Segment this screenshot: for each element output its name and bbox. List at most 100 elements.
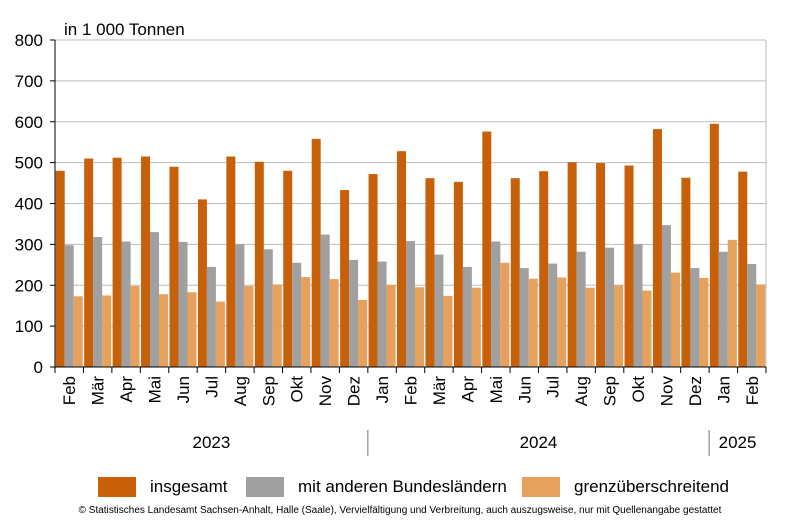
bar-insgesamt — [425, 178, 435, 367]
bar-grenzueberschreitend — [272, 284, 282, 367]
x-tick-label: Sep — [259, 376, 278, 406]
bar-insgesamt — [311, 138, 321, 367]
bar-bundeslaender — [263, 249, 273, 367]
x-tick-label: Sep — [601, 376, 620, 406]
bar-insgesamt — [141, 156, 151, 367]
bar-grenzueberschreitend — [415, 287, 424, 367]
legend-label-grenzueberschreitend: grenzüberschreitend — [574, 477, 729, 496]
bar-insgesamt — [112, 157, 122, 367]
y-tick-label: 500 — [15, 154, 43, 173]
bar-insgesamt — [738, 171, 748, 367]
y-tick-label: 300 — [15, 235, 43, 254]
bar-grenzueberschreitend — [244, 286, 254, 367]
source-footer: © Statistisches Landesamt Sachsen-Anhalt… — [78, 505, 722, 516]
bar-grenzueberschreitend — [187, 292, 197, 367]
bar-bundeslaender — [690, 268, 700, 367]
x-tick-label: Jun — [515, 376, 534, 403]
bars-group — [55, 123, 766, 367]
legend: insgesamt mit anderen Bundesländern gren… — [0, 476, 800, 498]
bar-bundeslaender — [150, 232, 160, 367]
y-tick-label: 100 — [15, 317, 43, 336]
bar-grenzueberschreitend — [670, 272, 680, 367]
bar-bundeslaender — [235, 244, 245, 367]
year-label: 2025 — [719, 433, 757, 452]
bar-insgesamt — [254, 161, 264, 367]
bar-insgesamt — [55, 170, 65, 367]
y-axis-ticks: 0 100 200 300 400 500 600 700 800 — [15, 31, 56, 377]
bar-bundeslaender — [434, 254, 444, 367]
bar-grenzueberschreitend — [102, 295, 112, 367]
bar-insgesamt — [397, 151, 406, 367]
y-tick-label: 200 — [15, 276, 43, 295]
bar-bundeslaender — [576, 251, 586, 367]
x-tick-label: Jan — [373, 376, 392, 403]
bar-insgesamt — [197, 199, 207, 367]
x-tick-label: Mär — [430, 376, 449, 406]
bar-insgesamt — [709, 123, 719, 367]
bar-grenzueberschreitend — [159, 294, 169, 367]
bar-bundeslaender — [605, 247, 615, 367]
bar-grenzueberschreitend — [215, 301, 225, 367]
bar-bundeslaender — [406, 241, 415, 367]
bar-insgesamt — [510, 178, 520, 367]
bar-bundeslaender — [377, 261, 387, 367]
x-tick-label: Feb — [743, 376, 762, 405]
x-tick-label: Jan — [714, 376, 733, 403]
bar-insgesamt — [652, 129, 662, 367]
legend-item-bundeslaender: mit anderen Bundesländern — [246, 476, 507, 498]
bar-grenzueberschreitend — [73, 296, 83, 367]
bar-grenzueberschreitend — [727, 239, 737, 367]
x-tick-label: Aug — [231, 376, 250, 406]
bar-bundeslaender — [519, 268, 529, 367]
bar-grenzueberschreitend — [585, 287, 595, 367]
x-tick-label: Feb — [402, 376, 421, 405]
bar-bundeslaender — [633, 244, 643, 367]
bar-insgesamt — [539, 171, 549, 367]
bar-bundeslaender — [491, 241, 501, 367]
bar-grenzueberschreitend — [301, 277, 311, 367]
bar-grenzueberschreitend — [443, 295, 453, 367]
bar-bundeslaender — [292, 262, 302, 367]
x-tick-label: Aug — [572, 376, 591, 406]
bar-insgesamt — [596, 163, 606, 367]
bar-insgesamt — [453, 181, 463, 367]
legend-label-insgesamt: insgesamt — [150, 477, 228, 496]
bar-bundeslaender — [121, 241, 131, 367]
year-label: 2023 — [193, 433, 231, 452]
x-tick-label: Nov — [657, 376, 676, 407]
legend-swatch-grenzueberschreitend — [522, 477, 560, 497]
x-tick-label: Mai — [487, 376, 506, 403]
x-tick-label: Jul — [544, 376, 563, 398]
bar-insgesamt — [624, 165, 634, 367]
bar-bundeslaender — [718, 251, 728, 367]
y-tick-label: 0 — [34, 358, 43, 377]
x-axis: Feb Mär Apr Mai Jun Jul Aug Sep Okt Nov Dez Jan Feb M… — [54, 366, 767, 456]
bar-grenzueberschreitend — [699, 277, 709, 367]
bar-chart: 0 100 200 300 400 500 600 700 800 Feb Mär Apr Mai Ju… — [15, 20, 767, 456]
x-tick-label: Mär — [89, 376, 108, 406]
bar-bundeslaender — [747, 263, 757, 367]
bar-grenzueberschreitend — [557, 277, 567, 367]
bar-insgesamt — [226, 156, 236, 367]
bar-bundeslaender — [349, 259, 359, 367]
y-tick-label: 800 — [15, 31, 43, 50]
x-tick-label: Okt — [288, 376, 307, 403]
bar-grenzueberschreitend — [386, 284, 396, 367]
bar-grenzueberschreitend — [528, 278, 538, 367]
unit-label: in 1 000 Tonnen — [64, 20, 185, 39]
y-tick-label: 600 — [15, 113, 43, 132]
legend-item-grenzueberschreitend: grenzüberschreitend — [522, 476, 729, 498]
year-label: 2024 — [520, 433, 558, 452]
x-tick-label: Jun — [174, 376, 193, 403]
x-tick-label: Okt — [629, 376, 648, 403]
bar-insgesamt — [681, 177, 691, 367]
x-tick-label: Apr — [458, 376, 477, 403]
y-tick-label: 700 — [15, 72, 43, 91]
bar-bundeslaender — [320, 234, 330, 367]
bar-grenzueberschreitend — [614, 285, 624, 367]
bar-grenzueberschreitend — [642, 290, 652, 367]
bar-bundeslaender — [178, 241, 188, 367]
bar-insgesamt — [567, 162, 577, 367]
bar-insgesamt — [482, 131, 492, 367]
